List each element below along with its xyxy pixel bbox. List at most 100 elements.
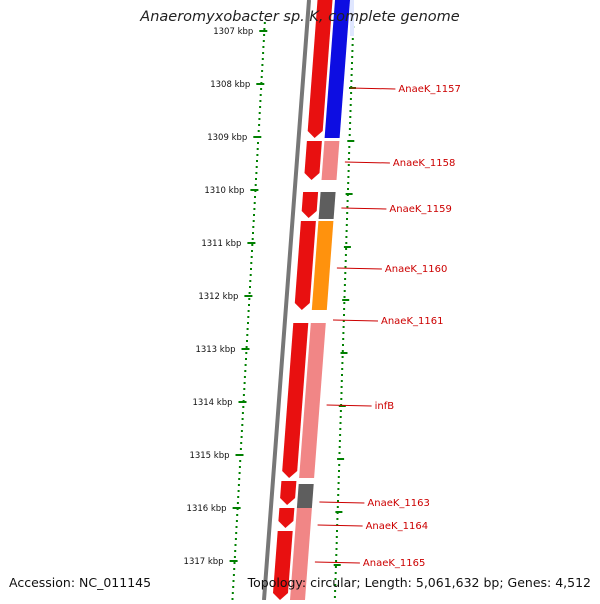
gene-label[interactable]: AnaeK_1159 xyxy=(389,204,451,215)
outer-ruler-dot xyxy=(340,380,343,382)
ruler-dot xyxy=(250,268,252,270)
ruler-dot xyxy=(245,352,248,354)
ruler-dot xyxy=(240,442,243,444)
ruler-dot xyxy=(232,574,235,576)
feature-block xyxy=(311,221,334,310)
outer-ruler-dot xyxy=(349,98,352,100)
cds-arrow xyxy=(273,531,293,600)
gene-label-leader xyxy=(341,207,387,210)
ruler-dot xyxy=(261,64,264,66)
outer-ruler-dot xyxy=(349,122,352,124)
outer-ruler-dot xyxy=(341,356,344,358)
ruler-dot xyxy=(247,322,249,324)
ruler-dot xyxy=(259,94,262,96)
tick-mark xyxy=(250,189,259,191)
gene-label-leader xyxy=(350,87,396,90)
gene-label[interactable]: AnaeK_1165 xyxy=(363,558,425,569)
outer-ruler-dots xyxy=(333,26,355,598)
gene-label[interactable]: AnaeK_1163 xyxy=(367,498,429,509)
gene-label[interactable]: AnaeK_1164 xyxy=(366,521,428,532)
cds-arrow xyxy=(304,141,322,180)
outer-ruler-dot xyxy=(339,434,342,436)
outer-tick-mark xyxy=(338,405,346,407)
outer-ruler-dot xyxy=(336,530,338,532)
ruler-dot xyxy=(242,394,245,396)
cds-arrow xyxy=(282,323,309,478)
outer-ruler-dot xyxy=(341,368,344,370)
outer-ruler-dot xyxy=(346,212,349,214)
outer-ruler-dot xyxy=(350,80,353,82)
outer-ruler-dot xyxy=(339,428,342,430)
gene-label[interactable]: AnaeK_1158 xyxy=(393,158,455,169)
ruler-dot xyxy=(256,160,258,162)
outer-ruler-dot xyxy=(338,470,340,472)
gene-label[interactable]: AnaeK_1157 xyxy=(398,84,460,95)
ruler-dot xyxy=(249,274,252,276)
outer-ruler-dot xyxy=(349,110,352,112)
ruler-dot xyxy=(254,196,256,198)
ruler-dot xyxy=(262,46,265,48)
outer-ruler-dot xyxy=(334,590,337,592)
outer-ruler-dot xyxy=(347,176,350,178)
ruler-dot xyxy=(232,580,235,582)
outer-ruler-dot xyxy=(333,596,336,598)
outer-ruler-dot xyxy=(347,182,350,184)
outer-ruler-dot xyxy=(338,440,341,442)
outer-ruler-dot xyxy=(336,506,339,508)
tick-mark xyxy=(259,30,268,32)
ruler-dot xyxy=(242,406,245,408)
ruler-dot xyxy=(234,544,237,546)
outer-ruler-dot xyxy=(338,452,341,454)
ruler-dot xyxy=(244,370,247,372)
outer-ruler-dot xyxy=(335,542,338,544)
ruler-dot xyxy=(233,562,236,564)
ruler-dot xyxy=(238,472,241,474)
tick-label: 1311 kbp xyxy=(201,239,241,249)
ruler-dot xyxy=(245,358,247,360)
outer-ruler-dot xyxy=(344,260,347,262)
ruler-dot xyxy=(241,424,244,426)
ruler-dot xyxy=(263,22,266,24)
gene-labels: AnaeK_1157 AnaeK_1158 AnaeK_1159 AnaeK_1160… xyxy=(314,84,461,569)
ruler-dot xyxy=(260,76,263,78)
outer-ruler-dot xyxy=(348,134,351,136)
ruler-dot xyxy=(251,238,254,240)
outer-tick-mark xyxy=(337,458,345,460)
gene-label-leader xyxy=(326,404,372,407)
ruler-dot xyxy=(261,70,264,72)
tick-mark xyxy=(253,136,262,138)
tick-label: 1314 kbp xyxy=(192,398,232,408)
tick-label: 1313 kbp xyxy=(195,345,235,355)
gene-label-leader xyxy=(314,561,360,564)
ruler-dot xyxy=(256,154,259,156)
outer-ruler-dot xyxy=(350,74,353,76)
outer-ruler-dot xyxy=(334,566,337,568)
gene-label[interactable]: AnaeK_1161 xyxy=(381,316,443,327)
gene-label[interactable]: AnaeK_1160 xyxy=(385,264,447,275)
cds-arrow xyxy=(294,221,316,310)
tick-mark xyxy=(238,401,247,403)
outer-ruler-dot xyxy=(350,92,353,94)
ruler-dot xyxy=(243,382,246,384)
ruler-dot xyxy=(258,118,261,120)
cds-arrow xyxy=(278,508,295,528)
outer-tick-mark xyxy=(333,564,341,566)
outer-ruler-dot xyxy=(335,536,338,538)
ruler-dot xyxy=(261,58,264,60)
outer-ruler-dot xyxy=(350,68,353,70)
gene-label-leader xyxy=(336,267,382,270)
outer-ruler-dot xyxy=(346,218,348,220)
outer-ruler-dot xyxy=(344,254,347,256)
tick-label: 1309 kbp xyxy=(207,133,247,143)
outer-ruler-dot xyxy=(339,416,342,418)
ruler-dot xyxy=(239,448,242,450)
feature-highlight xyxy=(350,0,354,36)
feature-block xyxy=(324,0,350,138)
ruler-dot xyxy=(258,112,261,114)
ruler-dot xyxy=(248,304,250,306)
gene-label[interactable]: infB xyxy=(375,401,395,412)
ruler-dot xyxy=(233,568,236,570)
ruler-dot xyxy=(236,502,239,504)
outer-ruler-dot xyxy=(342,326,345,328)
